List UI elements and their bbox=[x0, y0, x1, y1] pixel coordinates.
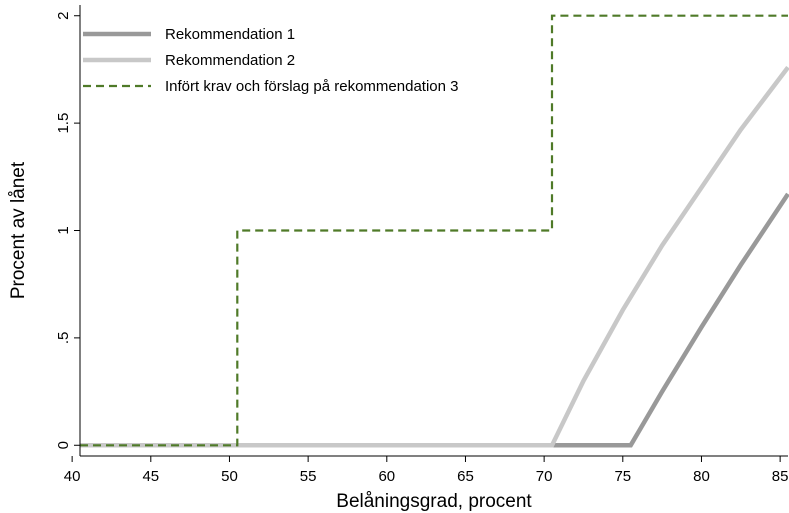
x-tick-label: 70 bbox=[536, 468, 553, 485]
y-tick-label: 1.5 bbox=[55, 113, 72, 134]
series-line-inf-rt-krav-och-f-rslag-p-rekommendation-3 bbox=[80, 14, 788, 447]
x-tick-label: 65 bbox=[457, 468, 474, 485]
x-tick-label: 85 bbox=[772, 468, 789, 485]
x-tick-label: 75 bbox=[614, 468, 631, 485]
series-line-rekommendation-2 bbox=[80, 65, 789, 448]
y-tick-label: .5 bbox=[55, 332, 72, 345]
x-tick-label: 80 bbox=[693, 468, 710, 485]
x-tick-label: 60 bbox=[378, 468, 395, 485]
x-tick-label: 55 bbox=[300, 468, 317, 485]
plot-lines bbox=[80, 14, 789, 448]
legend-label-rekommendation-1: Rekommendation 1 bbox=[165, 26, 295, 43]
x-tick-label: 40 bbox=[64, 468, 81, 485]
x-axis-title: Belåningsgrad, procent bbox=[336, 491, 532, 512]
y-tick-label: 1 bbox=[55, 226, 72, 234]
y-ticks: 0 .5 1 1.5 2 bbox=[55, 12, 80, 449]
x-tick-label: 45 bbox=[142, 468, 159, 485]
y-axis-title: Procent av lånet bbox=[8, 161, 29, 299]
y-tick-label: 0 bbox=[55, 441, 72, 449]
legend-label-rekommendation-3: Infört krav och förslag på rekommendatio… bbox=[165, 78, 458, 95]
legend-label-rekommendation-2: Rekommendation 2 bbox=[165, 52, 295, 69]
axes bbox=[79, 5, 788, 457]
y-tick-label: 2 bbox=[55, 12, 72, 20]
legend: Rekommendation 1 Rekommendation 2 Infört… bbox=[83, 26, 458, 95]
x-ticks: 40 45 50 55 60 65 70 75 80 85 bbox=[64, 456, 789, 485]
x-tick-label: 50 bbox=[221, 468, 238, 485]
series-line-rekommendation-1 bbox=[80, 192, 789, 448]
